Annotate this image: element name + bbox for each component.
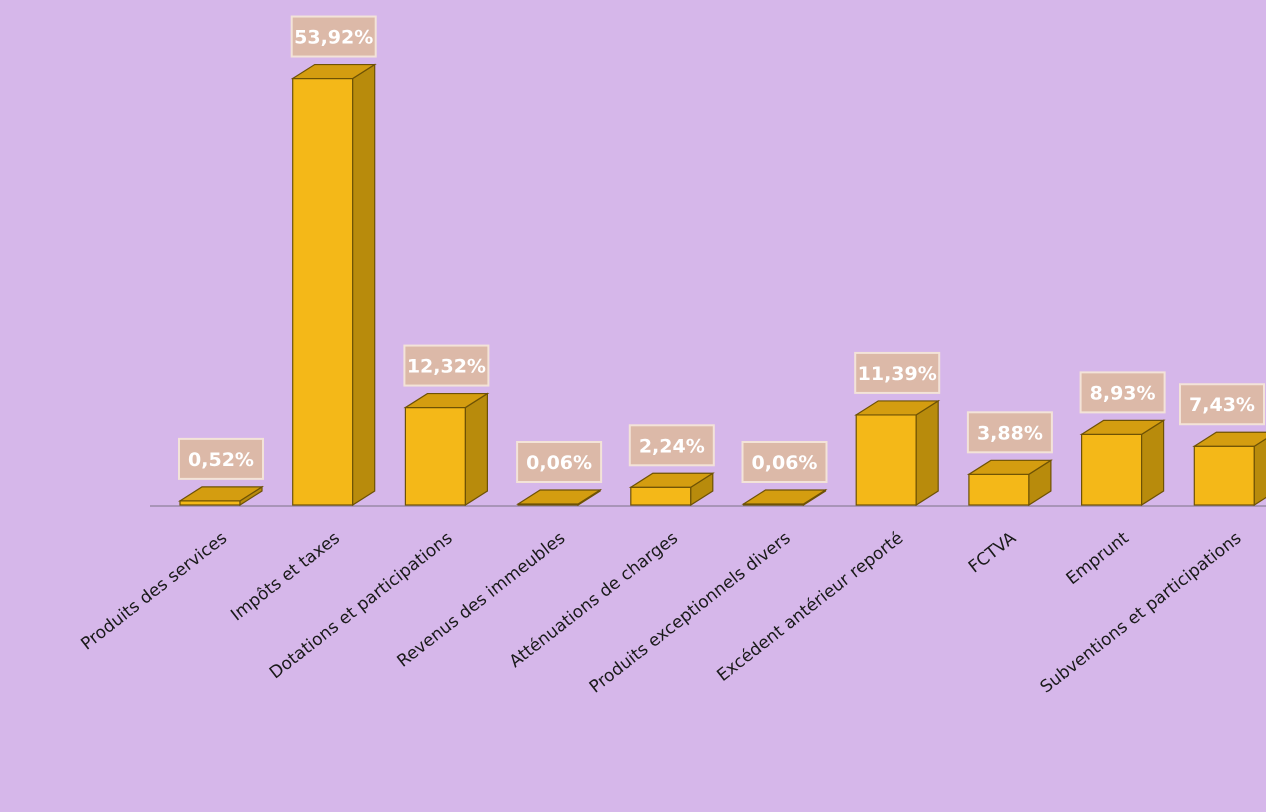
x-tick-label: Subventions et participations	[1037, 528, 1246, 697]
x-tick-label: Dotations et participations	[266, 528, 457, 683]
bar-group: 0,52%	[177, 437, 265, 507]
bar-group: 7,43%	[1179, 383, 1266, 507]
x-tick-label: Emprunt	[1063, 528, 1133, 589]
data-label-box	[854, 351, 941, 394]
data-label-box	[966, 411, 1053, 454]
bar-top	[628, 472, 715, 488]
data-label-box	[290, 15, 377, 58]
bar-group: 3,88%	[966, 411, 1053, 507]
data-label: 53,92%	[294, 27, 373, 49]
bar-top	[741, 489, 828, 505]
x-tick-label: Produits des services	[77, 528, 231, 654]
bar-side	[352, 63, 376, 507]
bar-group: 12,32%	[403, 344, 490, 507]
data-label-box	[403, 344, 490, 387]
bar	[292, 77, 354, 506]
x-tick-label: Excédent antérieur reporté	[713, 528, 907, 686]
data-label: 7,43%	[1189, 394, 1255, 416]
data-label: 0,06%	[526, 452, 592, 474]
bar-top	[290, 63, 377, 80]
bar-top	[177, 486, 265, 502]
bar-side	[1140, 419, 1165, 507]
bar-top	[1192, 431, 1266, 447]
data-label-box	[516, 441, 603, 483]
bar-top	[403, 392, 490, 409]
x-tick-label: Produits exceptionnels divers	[586, 528, 795, 697]
bar	[1193, 445, 1255, 506]
bar-group: 53,92%	[290, 15, 377, 507]
bar	[179, 500, 241, 506]
bar-group: 0,06%	[741, 441, 828, 507]
bar	[855, 414, 917, 506]
bar-group: 11,39%	[854, 351, 941, 507]
data-label-box	[741, 441, 828, 483]
bar	[1080, 433, 1143, 506]
x-tick-label: FCTVA	[965, 528, 1020, 577]
bar-group: 8,93%	[1079, 371, 1166, 507]
bar	[630, 486, 692, 506]
x-tick-label: Impôts et taxes	[227, 528, 344, 625]
data-label: 3,88%	[977, 422, 1043, 444]
bar-group: 0,06%	[516, 441, 603, 507]
data-label: 12,32%	[407, 356, 486, 378]
data-label-box	[1179, 383, 1265, 426]
bar	[404, 406, 466, 506]
data-label: 11,39%	[858, 363, 937, 385]
bar-top	[516, 489, 603, 505]
data-label-box	[1079, 371, 1166, 414]
data-label: 2,24%	[639, 435, 705, 457]
bar-top	[966, 459, 1053, 475]
bar-side	[464, 392, 488, 507]
bar-top	[1079, 419, 1166, 435]
bar	[968, 473, 1030, 506]
data-label: 8,93%	[1090, 382, 1156, 404]
data-label: 0,52%	[188, 449, 254, 471]
bar-side	[1253, 438, 1266, 507]
bar-group: 2,24%	[628, 424, 715, 507]
data-label: 0,06%	[752, 452, 818, 474]
data-label-box	[178, 437, 264, 480]
bar-top	[854, 400, 941, 416]
bar-side	[915, 399, 939, 507]
data-label-box	[628, 424, 715, 467]
